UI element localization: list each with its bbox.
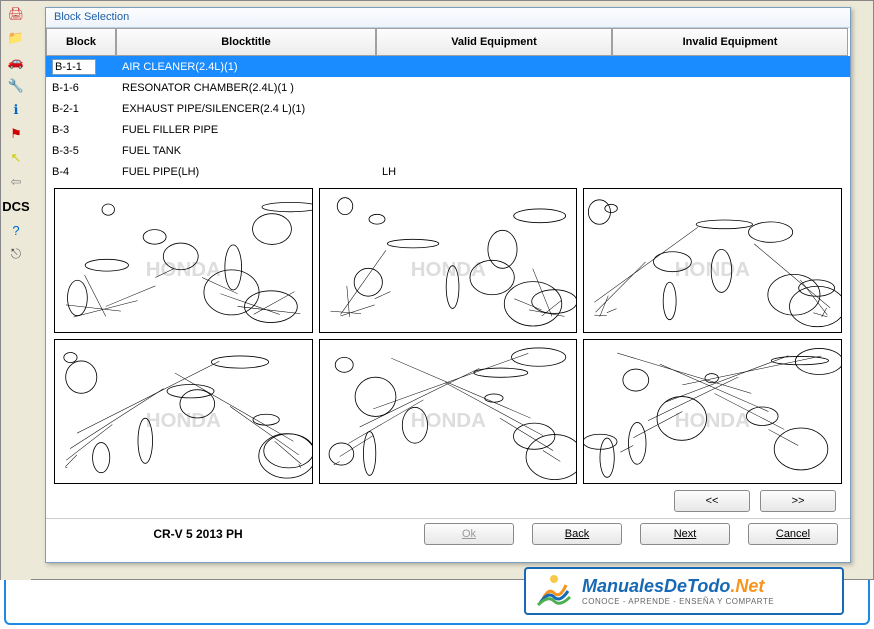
cell-title: RESONATOR CHAMBER(2.4L)(1 ) <box>116 82 376 94</box>
parts-icon[interactable]: 🔧 <box>6 76 26 96</box>
table-row[interactable]: AIR CLEANER(2.4L)(1) <box>46 56 850 77</box>
dialog-title: Block Selection <box>46 8 850 28</box>
flag-icon[interactable]: ⚑ <box>6 124 26 144</box>
arrow-yellow-icon[interactable]: ↖ <box>6 148 26 168</box>
watermark-logo-icon <box>534 573 574 609</box>
cell-title: FUEL FILLER PIPE <box>116 124 376 136</box>
cell-block: B-3-5 <box>46 145 116 157</box>
table-row[interactable]: B-1-6RESONATOR CHAMBER(2.4L)(1 ) <box>46 77 850 98</box>
cell-valid: LH <box>376 166 612 178</box>
cancel-button[interactable]: Cancel <box>748 523 838 545</box>
cell-block: B-4 <box>46 166 116 178</box>
svg-text:HONDA: HONDA <box>410 409 485 432</box>
thumb-fuel-pipe[interactable]: HONDA <box>583 339 842 484</box>
thumb-filler-pipe[interactable]: HONDA <box>54 339 313 484</box>
col-header-invalid[interactable]: Invalid Equipment <box>612 28 848 56</box>
help-icon[interactable]: ? <box>6 220 26 240</box>
cell-block: B-2-1 <box>46 103 116 115</box>
grid-header: Block Blocktitle Valid Equipment Invalid… <box>46 28 850 56</box>
dcs-label[interactable]: DCS <box>6 196 26 216</box>
col-header-valid[interactable]: Valid Equipment <box>376 28 612 56</box>
cell-title: FUEL TANK <box>116 145 376 157</box>
cell-title: FUEL PIPE(LH) <box>116 166 376 178</box>
grid-body[interactable]: AIR CLEANER(2.4L)(1)B-1-6RESONATOR CHAMB… <box>46 56 850 184</box>
thumb-fuel-tank[interactable]: HONDA <box>319 339 578 484</box>
tool-sidebar: 🖨 📁 🚗 🔧 ℹ ⚑ ↖ ⇦ DCS? ⎋ <box>1 2 31 580</box>
back-arrow-icon[interactable]: ⇦ <box>6 172 26 192</box>
table-row[interactable]: B-3FUEL FILLER PIPE <box>46 119 850 140</box>
pager: << >> <box>46 484 850 518</box>
col-header-blocktitle[interactable]: Blocktitle <box>116 28 376 56</box>
dialog-footer: CR-V 5 2013 PH Ok Back Next Cancel <box>46 518 850 548</box>
exit-icon[interactable]: ⎋ <box>6 244 26 264</box>
table-row[interactable]: B-2-1EXHAUST PIPE/SILENCER(2.4 L)(1) <box>46 98 850 119</box>
col-header-block[interactable]: Block <box>46 28 116 56</box>
back-button[interactable]: Back <box>532 523 622 545</box>
page-next-button[interactable]: >> <box>760 490 836 512</box>
watermark-tagline: CONOCE - APRENDE - ENSEÑA Y COMPARTE <box>582 597 774 606</box>
block-selection-dialog: Block Selection Block Blocktitle Valid E… <box>45 7 851 563</box>
svg-text:HONDA: HONDA <box>675 409 750 432</box>
table-row[interactable]: B-3-5FUEL TANK <box>46 140 850 161</box>
next-button[interactable]: Next <box>640 523 730 545</box>
car-icon[interactable]: 🚗 <box>6 52 26 72</box>
block-id-input[interactable] <box>52 59 96 75</box>
printer-icon[interactable]: 🖨 <box>6 4 26 24</box>
thumbnail-grid: HONDA HONDA HONDA HONDA HONDA HONDA <box>46 184 850 484</box>
watermark-badge: ManualesDeTodo.Net CONOCE - APRENDE - EN… <box>524 567 844 615</box>
cell-block <box>46 59 116 75</box>
cell-title: AIR CLEANER(2.4L)(1) <box>116 61 376 73</box>
vehicle-label: CR-V 5 2013 PH <box>58 527 338 541</box>
cell-block: B-3 <box>46 124 116 136</box>
folder-icon[interactable]: 📁 <box>6 28 26 48</box>
application-frame: 🖨 📁 🚗 🔧 ℹ ⚑ ↖ ⇦ DCS? ⎋ Block Selection Block Bloc… <box>0 0 874 580</box>
page-prev-button[interactable]: << <box>674 490 750 512</box>
thumb-air-cleaner[interactable]: HONDA <box>54 188 313 333</box>
thumb-exhaust[interactable]: HONDA <box>583 188 842 333</box>
watermark-brand: ManualesDeTodo.Net <box>582 577 774 595</box>
cell-block: B-1-6 <box>46 82 116 94</box>
svg-text:HONDA: HONDA <box>410 258 485 281</box>
table-row[interactable]: B-4FUEL PIPE(LH)LH <box>46 161 850 182</box>
thumb-resonator[interactable]: HONDA <box>319 188 578 333</box>
ok-button[interactable]: Ok <box>424 523 514 545</box>
cell-title: EXHAUST PIPE/SILENCER(2.4 L)(1) <box>116 103 376 115</box>
info-icon[interactable]: ℹ <box>6 100 26 120</box>
